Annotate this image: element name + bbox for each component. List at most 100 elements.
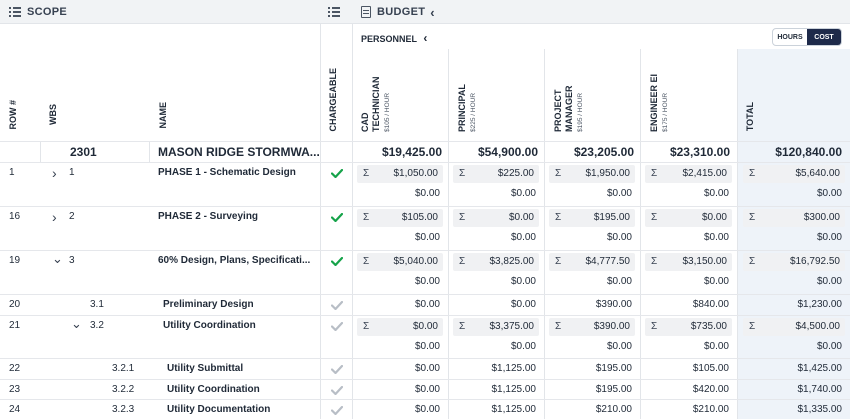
value-cell-total[interactable]: $1,425.00 xyxy=(797,363,843,374)
value-cell-project-manager[interactable]: $390.00 xyxy=(595,299,632,310)
value-cell-cad-technician[interactable]: $0.00 xyxy=(414,188,440,199)
value-cell-project-manager[interactable]: $0.00 xyxy=(606,341,632,352)
value-cell-total[interactable]: $1,335.00 xyxy=(797,404,843,415)
budget-section-header[interactable]: BUDGET ‹ xyxy=(361,0,435,24)
sum-cell-engineer-ei[interactable]: Σ $3,150.00 xyxy=(645,253,732,271)
value-cell-cad-technician[interactable]: $0.00 xyxy=(414,404,440,415)
value-cell-engineer-ei[interactable]: $105.00 xyxy=(692,363,729,374)
value-cell-cad-technician[interactable]: $0.00 xyxy=(414,276,440,287)
value-cell-engineer-ei[interactable]: $210.00 xyxy=(692,404,729,415)
value-cell-total[interactable]: $0.00 xyxy=(816,188,842,199)
check-icon[interactable] xyxy=(331,213,343,222)
sum-value: $3,375.00 xyxy=(489,321,535,332)
value-cell-principal[interactable]: $0.00 xyxy=(510,341,536,352)
sum-cell-total[interactable]: Σ $5,640.00 xyxy=(743,165,845,183)
grid-line xyxy=(0,162,850,163)
value-cell-total[interactable]: $0.00 xyxy=(816,276,842,287)
column-header-chargeable[interactable]: CHARGEABLE xyxy=(328,68,338,132)
sum-cell-project-manager[interactable]: Σ $1,950.00 xyxy=(549,165,635,183)
project-total-principal: $54,900.00 xyxy=(477,145,538,159)
row-number: 24 xyxy=(9,404,21,415)
check-icon-disabled[interactable] xyxy=(331,406,343,415)
scope-section-header[interactable]: SCOPE xyxy=(9,0,67,24)
chevron-down-icon[interactable]: ⌄ xyxy=(52,251,63,266)
sum-cell-engineer-ei[interactable]: Σ $0.00 xyxy=(645,209,732,227)
columns-menu-button[interactable] xyxy=(328,0,340,24)
value-cell-project-manager[interactable]: $0.00 xyxy=(606,188,632,199)
value-cell-total[interactable]: $0.00 xyxy=(816,341,842,352)
chevron-down-icon[interactable]: ⌄ xyxy=(71,316,82,331)
cost-toggle-option[interactable]: COST xyxy=(807,29,841,45)
value-cell-engineer-ei[interactable]: $840.00 xyxy=(692,299,729,310)
check-icon-disabled[interactable] xyxy=(331,386,343,395)
hours-cost-toggle[interactable]: HOURS COST xyxy=(772,28,842,46)
sigma-icon: Σ xyxy=(555,212,562,223)
column-header-cad-technician[interactable]: CAD TECHNICIAN $105 / HOUR xyxy=(360,76,391,133)
value-cell-engineer-ei[interactable]: $0.00 xyxy=(703,341,729,352)
value-cell-project-manager[interactable]: $210.00 xyxy=(595,404,632,415)
sum-cell-project-manager[interactable]: Σ $390.00 xyxy=(549,318,635,336)
personnel-group-header[interactable]: PERSONNEL ‹ xyxy=(361,31,427,45)
value-cell-principal[interactable]: $1,125.00 xyxy=(491,384,537,395)
column-header-project-manager[interactable]: PROJECT MANAGER $195 / HOUR xyxy=(553,85,584,133)
hours-toggle-option[interactable]: HOURS xyxy=(777,33,803,41)
sum-cell-engineer-ei[interactable]: Σ $2,415.00 xyxy=(645,165,732,183)
check-icon[interactable] xyxy=(331,257,343,266)
sum-cell-project-manager[interactable]: Σ $4,777.50 xyxy=(549,253,635,271)
check-icon[interactable] xyxy=(331,169,343,178)
value-cell-total[interactable]: $1,230.00 xyxy=(797,299,843,310)
column-header-name[interactable]: NAME xyxy=(158,102,168,129)
sum-cell-cad-technician[interactable]: Σ $0.00 xyxy=(357,318,443,336)
value-cell-cad-technician[interactable]: $0.00 xyxy=(414,384,440,395)
value-cell-total[interactable]: $1,740.00 xyxy=(797,384,843,395)
sum-cell-principal[interactable]: Σ $0.00 xyxy=(453,209,539,227)
column-header-wbs[interactable]: WBS xyxy=(48,104,58,125)
project-total-project-manager: $23,205.00 xyxy=(573,145,634,159)
grid-line xyxy=(352,24,353,419)
column-header-total[interactable]: TOTAL xyxy=(745,102,755,132)
value-cell-principal[interactable]: $0.00 xyxy=(510,299,536,310)
value-cell-engineer-ei[interactable]: $0.00 xyxy=(703,232,729,243)
value-cell-cad-technician[interactable]: $0.00 xyxy=(414,232,440,243)
check-icon-disabled[interactable] xyxy=(331,301,343,310)
value-cell-principal[interactable]: $0.00 xyxy=(510,232,536,243)
chevron-left-icon[interactable]: ‹ xyxy=(423,31,428,45)
value-cell-cad-technician[interactable]: $0.00 xyxy=(414,363,440,374)
column-header-principal[interactable]: PRINCIPAL $225 / HOUR xyxy=(457,84,477,132)
value-cell-principal[interactable]: $1,125.00 xyxy=(491,404,537,415)
value-cell-engineer-ei[interactable]: $420.00 xyxy=(692,384,729,395)
chevron-right-icon[interactable]: › xyxy=(52,165,57,181)
value-cell-project-manager[interactable]: $0.00 xyxy=(606,276,632,287)
value-cell-project-manager[interactable]: $0.00 xyxy=(606,232,632,243)
value-cell-project-manager[interactable]: $195.00 xyxy=(595,384,632,395)
sum-cell-cad-technician[interactable]: Σ $1,050.00 xyxy=(357,165,443,183)
chevron-left-icon[interactable]: ‹ xyxy=(430,4,435,20)
value-cell-cad-technician[interactable]: $0.00 xyxy=(414,341,440,352)
sum-cell-total[interactable]: Σ $300.00 xyxy=(743,209,845,227)
sum-value: $3,150.00 xyxy=(682,256,728,267)
check-icon-disabled[interactable] xyxy=(331,365,343,374)
value-cell-project-manager[interactable]: $195.00 xyxy=(595,363,632,374)
sum-cell-principal[interactable]: Σ $3,375.00 xyxy=(453,318,539,336)
sum-cell-cad-technician[interactable]: Σ $105.00 xyxy=(357,209,443,227)
sum-cell-project-manager[interactable]: Σ $195.00 xyxy=(549,209,635,227)
value-cell-principal[interactable]: $1,125.00 xyxy=(491,363,537,374)
value-cell-principal[interactable]: $0.00 xyxy=(510,188,536,199)
chevron-right-icon[interactable]: › xyxy=(52,209,57,225)
value-cell-engineer-ei[interactable]: $0.00 xyxy=(703,188,729,199)
value-cell-total[interactable]: $0.00 xyxy=(816,232,842,243)
value-cell-engineer-ei[interactable]: $0.00 xyxy=(703,276,729,287)
check-icon-disabled[interactable] xyxy=(331,322,343,331)
sum-cell-total[interactable]: Σ $4,500.00 xyxy=(743,318,845,336)
value-cell-cad-technician[interactable]: $0.00 xyxy=(414,299,440,310)
sum-cell-total[interactable]: Σ $16,792.50 xyxy=(743,253,845,271)
sum-cell-cad-technician[interactable]: Σ $5,040.00 xyxy=(357,253,443,271)
sum-cell-principal[interactable]: Σ $3,825.00 xyxy=(453,253,539,271)
column-header-engineer-ei[interactable]: ENGINEER EI $175 / HOUR xyxy=(649,73,669,132)
value-cell-principal[interactable]: $0.00 xyxy=(510,276,536,287)
sum-value: $225.00 xyxy=(497,168,534,179)
task-name: Utility Coordination xyxy=(163,320,256,331)
sum-cell-engineer-ei[interactable]: Σ $735.00 xyxy=(645,318,732,336)
column-header-row[interactable]: ROW # xyxy=(8,100,18,130)
sum-cell-principal[interactable]: Σ $225.00 xyxy=(453,165,539,183)
